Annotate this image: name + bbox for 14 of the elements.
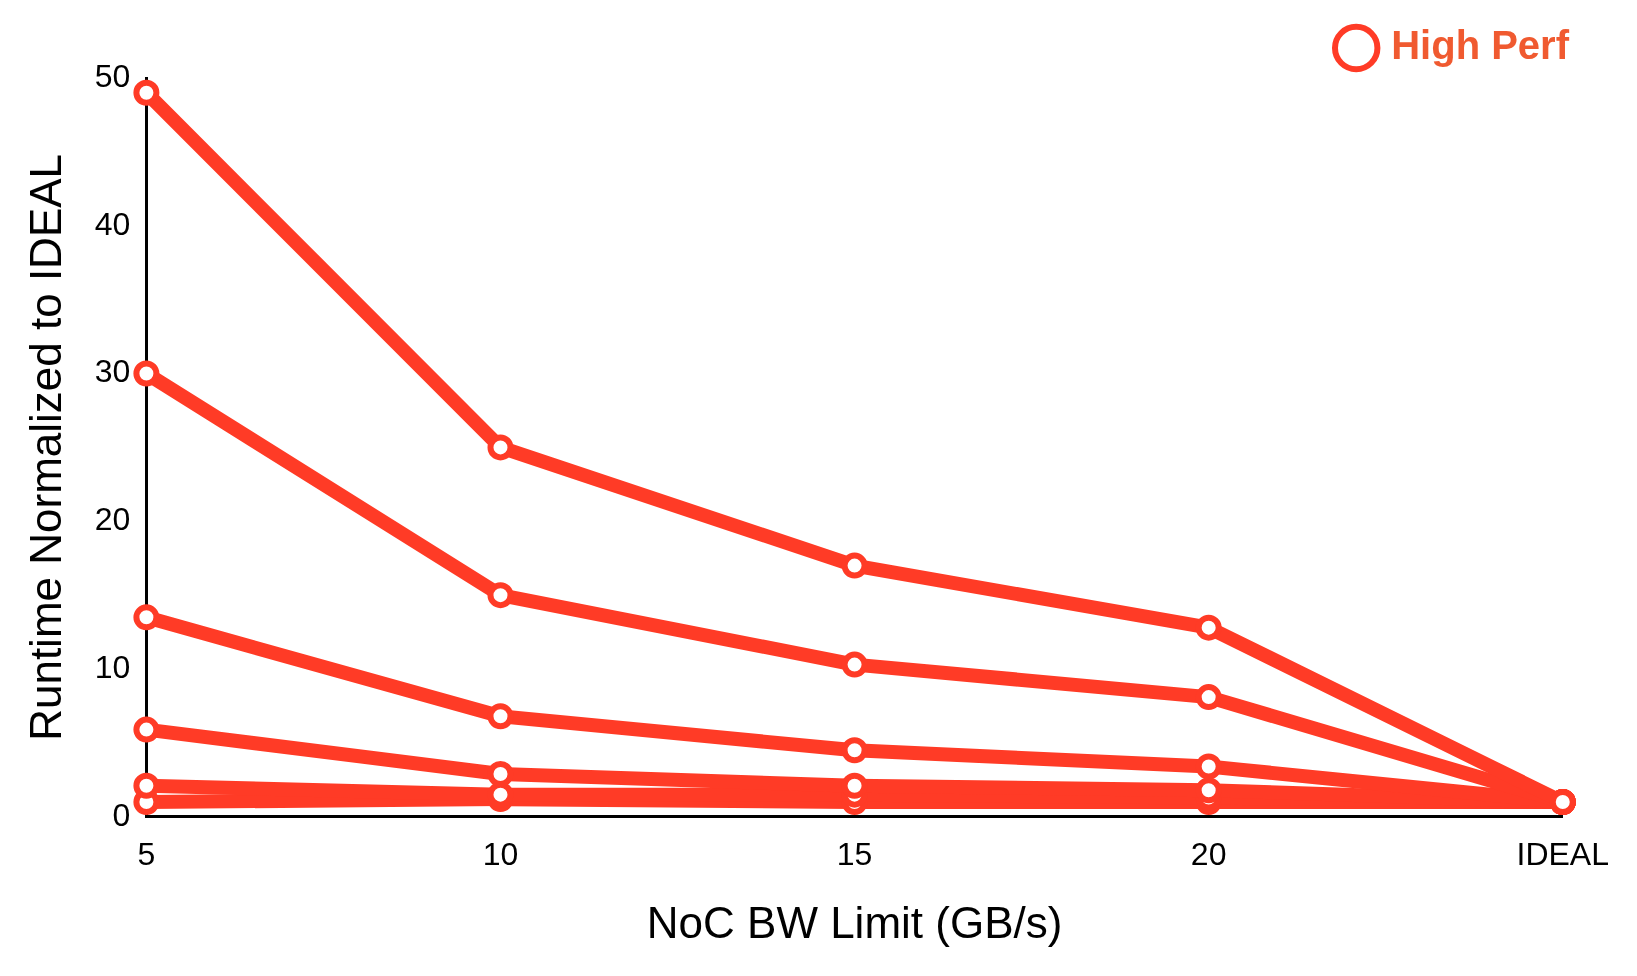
x-tick-label: 20 xyxy=(1190,835,1227,872)
x-tick-label: 15 xyxy=(836,835,873,872)
y-tick-label: 20 xyxy=(94,501,131,538)
x-tick-label: IDEAL xyxy=(1516,835,1609,872)
x-tick-label: 10 xyxy=(482,835,519,872)
x-axis-title: NoC BW Limit (GB/s) xyxy=(646,897,1063,947)
y-axis-title: Runtime Normalized to IDEAL xyxy=(20,153,70,741)
y-tick-label: 30 xyxy=(94,353,131,390)
y-tick-label: 0 xyxy=(112,796,131,833)
y-tick-label: 10 xyxy=(94,648,131,685)
y-tick-label: 40 xyxy=(94,205,131,242)
legend-label: High Perf xyxy=(1391,23,1570,68)
x-tick-label: 5 xyxy=(137,835,156,872)
y-tick-label: 50 xyxy=(94,57,131,94)
